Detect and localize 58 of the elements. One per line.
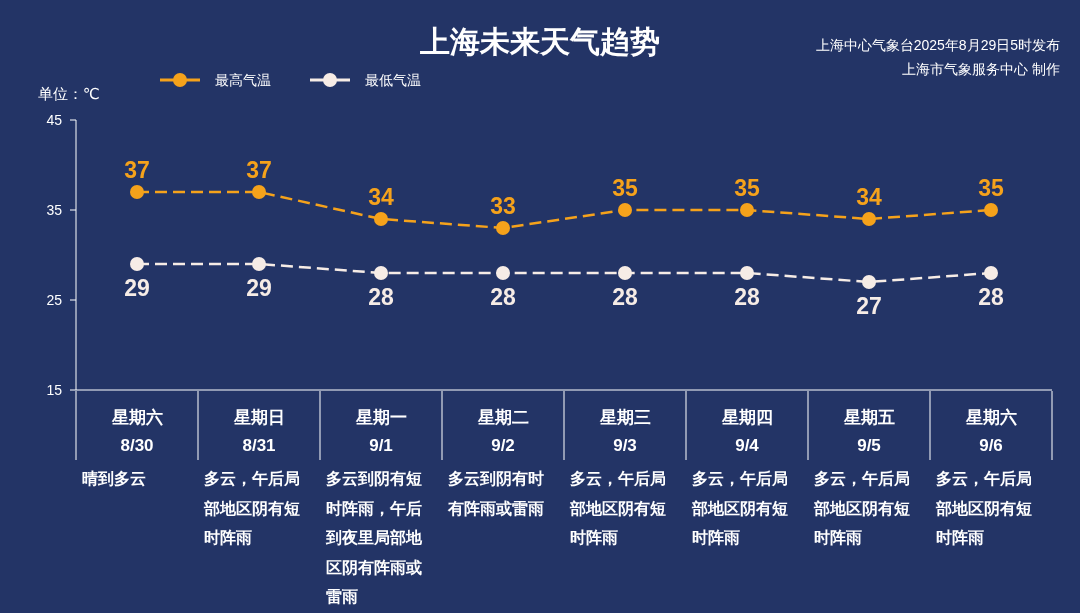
- data-label: 35: [978, 175, 1004, 201]
- y-tick-label: 45: [46, 112, 63, 128]
- legend-label: 最低气温: [365, 72, 421, 88]
- data-label: 28: [734, 284, 760, 310]
- point: [252, 185, 266, 199]
- point: [130, 257, 144, 271]
- point: [374, 212, 388, 226]
- point: [618, 266, 632, 280]
- data-label: 29: [246, 275, 272, 301]
- text: 多云，午后局部地区阴有短时阵雨: [813, 470, 910, 546]
- data-label: 28: [368, 284, 394, 310]
- point: [618, 203, 632, 217]
- legend-label: 最高气温: [215, 72, 271, 88]
- data-label: 27: [856, 293, 882, 319]
- text: 多云，午后局部地区阴有短时阵雨: [569, 470, 666, 546]
- text: 多云到阴有短时阵雨，午后到夜里局部地区阴有阵雨或雷雨: [325, 470, 423, 605]
- data-label: 35: [734, 175, 760, 201]
- data-label: 28: [978, 284, 1004, 310]
- x-tick-label: 星期三 9/3: [598, 408, 651, 455]
- data-label: 28: [612, 284, 638, 310]
- data-label: 29: [124, 275, 150, 301]
- x-tick-label: 星期四 9/4: [720, 408, 773, 455]
- text: 多云到阴有时有阵雨或雷雨: [447, 470, 544, 517]
- text: 多云，午后局部地区阴有短时阵雨: [691, 470, 788, 546]
- y-tick-label: 35: [46, 202, 63, 218]
- data-label: 37: [246, 157, 272, 183]
- point: [496, 221, 510, 235]
- text: 上海市气象服务中心 制作: [902, 61, 1060, 77]
- x-tick-label: 星期日 8/31: [232, 408, 285, 455]
- x-tick-label: 星期二 9/2: [476, 408, 529, 455]
- data-label: 37: [124, 157, 150, 183]
- point: [496, 266, 510, 280]
- data-label: 35: [612, 175, 638, 201]
- point: [984, 203, 998, 217]
- point: [252, 257, 266, 271]
- y-tick-label: 25: [46, 292, 63, 308]
- point: [374, 266, 388, 280]
- text: 晴到多云: [82, 470, 146, 487]
- data-label: 34: [368, 184, 394, 210]
- point: [862, 275, 876, 289]
- data-label: 34: [856, 184, 882, 210]
- x-tick-label: 星期六 9/6: [964, 408, 1017, 455]
- y-axis-title: 单位：℃: [38, 85, 100, 102]
- point: [862, 212, 876, 226]
- x-tick-label: 星期一 9/1: [354, 408, 407, 455]
- text: 多云，午后局部地区阴有短时阵雨: [203, 470, 300, 546]
- point: [130, 185, 144, 199]
- data-label: 33: [490, 193, 516, 219]
- data-label: 28: [490, 284, 516, 310]
- text: 上海中心气象台2025年8月29日5时发布: [815, 37, 1060, 53]
- point: [740, 266, 754, 280]
- y-tick-label: 15: [46, 382, 63, 398]
- point: [984, 266, 998, 280]
- x-tick-label: 星期六 8/30: [110, 408, 163, 455]
- text: 多云，午后局部地区阴有短时阵雨: [935, 470, 1032, 546]
- chart-title: 上海未来天气趋势: [419, 25, 660, 58]
- point: [740, 203, 754, 217]
- x-tick-label: 星期五 9/5: [842, 408, 895, 455]
